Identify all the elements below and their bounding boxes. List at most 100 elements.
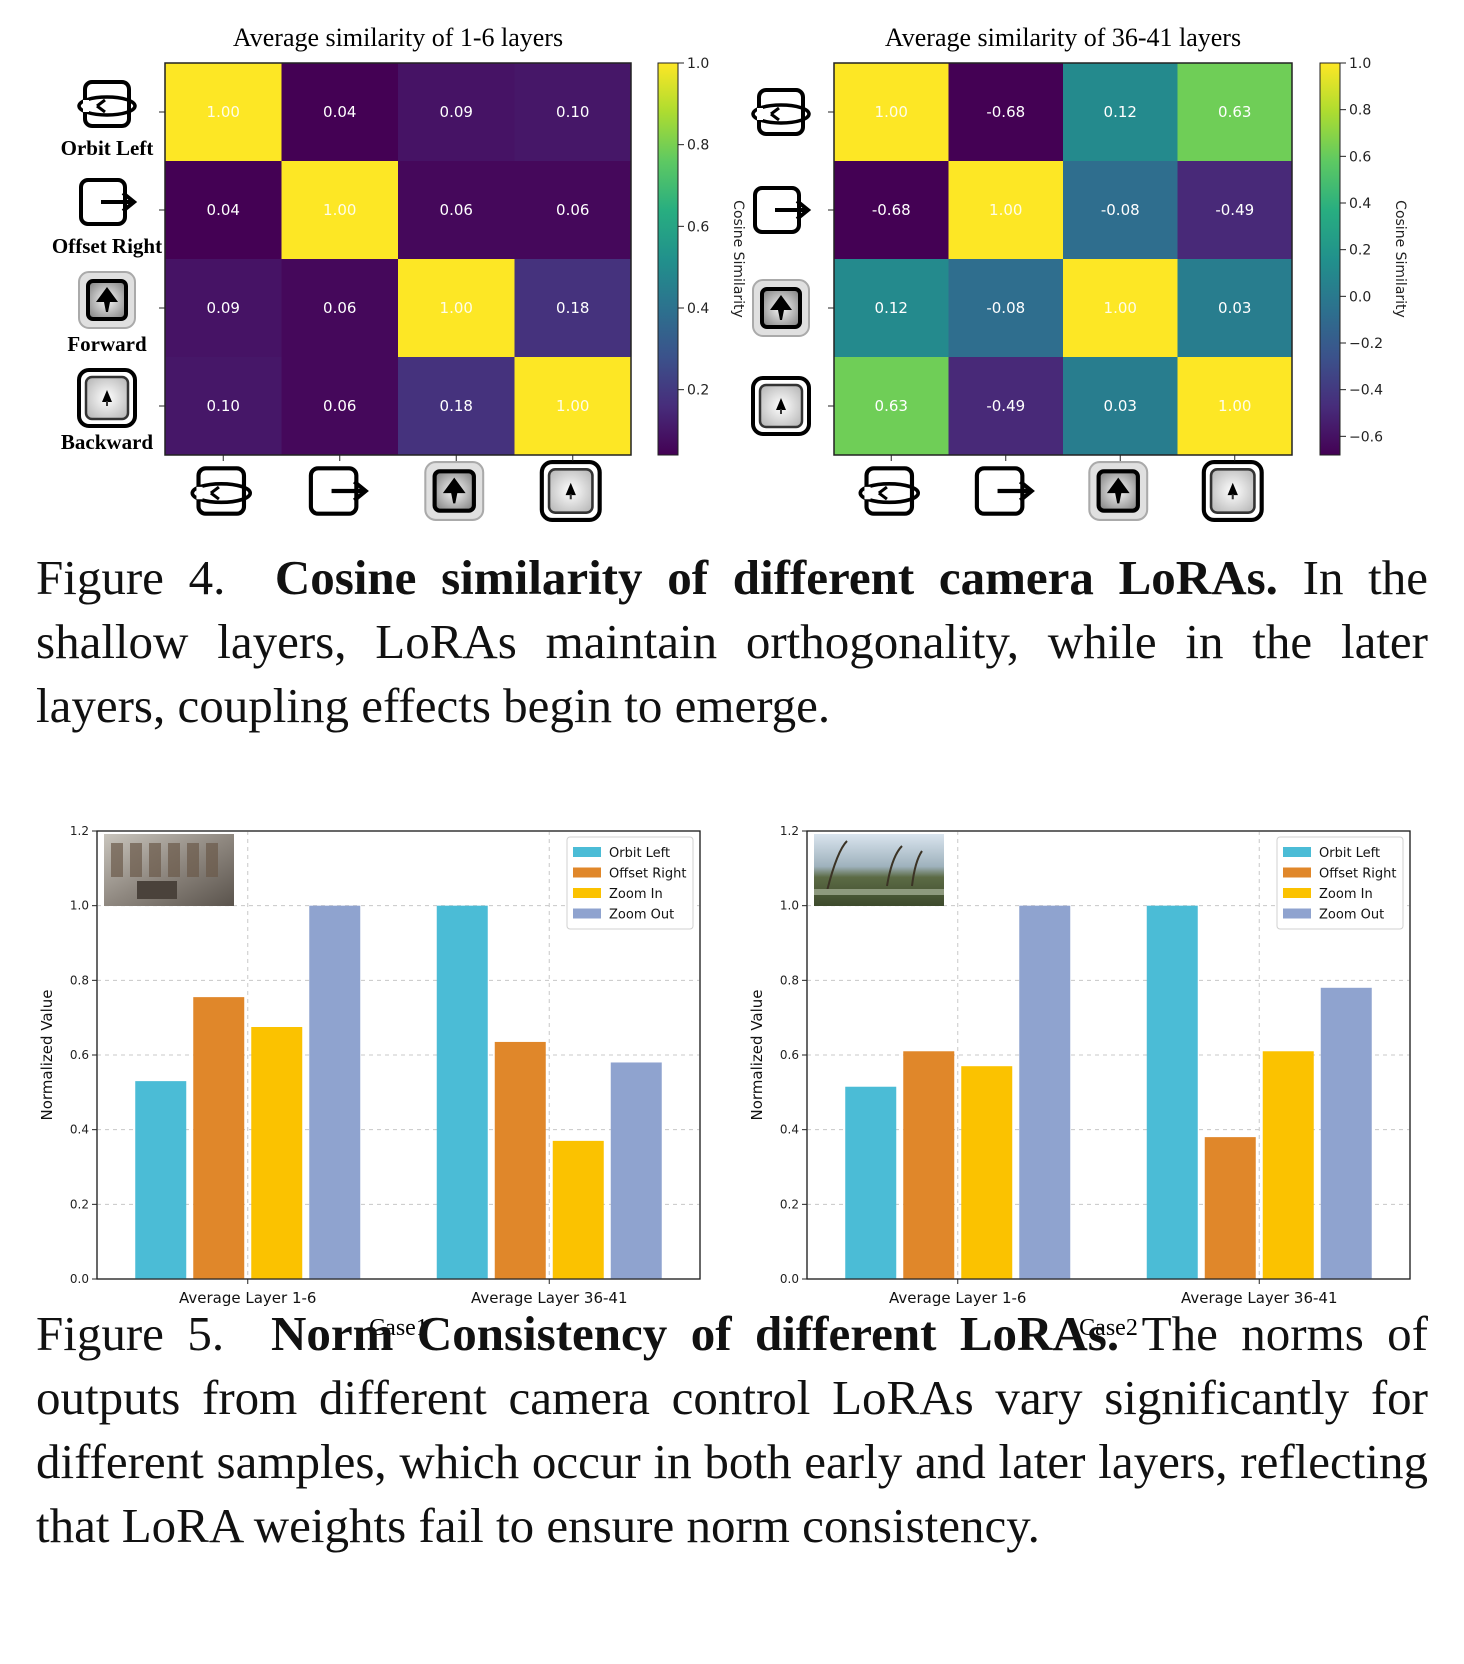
- y-tick-label: 0.2: [780, 1197, 799, 1211]
- heatmap-cell: [514, 161, 632, 260]
- forward-icon: [424, 461, 485, 521]
- heatmap-cell-label: -0.08: [986, 299, 1025, 317]
- backward-icon: [77, 368, 137, 428]
- legend-swatch: [1283, 847, 1311, 857]
- heatmap-cell-label: 0.09: [207, 299, 240, 317]
- figure-4-label: Figure 4.: [36, 550, 226, 605]
- orbit-left-icon: [77, 80, 137, 128]
- bar-orbit-left: [1146, 905, 1198, 1279]
- offset-right-icon: [308, 466, 369, 516]
- heatmap-cell-label: -0.68: [872, 201, 911, 219]
- heatmap-cell-label: -0.68: [986, 103, 1025, 121]
- bar-zoom-out: [1019, 905, 1071, 1279]
- legend-swatch: [1283, 908, 1311, 919]
- bar-zoom-out: [1320, 987, 1372, 1279]
- figure-4-title: Cosine similarity of different camera Lo…: [274, 550, 1278, 605]
- y-tick-label: 0.0: [70, 1272, 89, 1286]
- y-tick-label: 0.8: [780, 973, 799, 987]
- heatmap-cell: [165, 357, 282, 456]
- heatmap-cell-label: 0.04: [323, 103, 356, 121]
- legend-swatch: [1283, 867, 1311, 878]
- colorbar: 1.0 0.8 0.6 0.4 0.2 0.0 −0.2 −0.4 −0.6 Cosine Sim…: [1319, 56, 1408, 456]
- offset-right-icon: [753, 186, 812, 234]
- legend-entry: Zoom In: [1319, 887, 1373, 902]
- legend-entry: Zoom Out: [1319, 908, 1384, 923]
- colorbar-tick: −0.6: [1349, 429, 1383, 445]
- y-tick-label: 0.6: [70, 1048, 89, 1062]
- y-tick-label: 0.6: [780, 1048, 799, 1062]
- figure-canvas: Average similarity of 1-6 layers 1.00 0.04…: [38, 23, 1411, 1340]
- y-tick-label: 1.2: [70, 824, 89, 838]
- heatmap-cell-label: 1.00: [989, 201, 1022, 219]
- heatmap-cell: [398, 63, 515, 162]
- heatmap-cell-label: 0.63: [875, 397, 908, 415]
- colorbar-tick: 0.6: [1349, 149, 1371, 165]
- y-tick-label: 0.4: [780, 1123, 799, 1137]
- bar-chart-2: 0.0 0.2 0.4 0.6 0.8 1.0 1.2 Average Layer 1-6 Av…: [748, 824, 1411, 1340]
- colorbar-tick: −0.4: [1349, 383, 1383, 399]
- heatmap-cell-label: -0.08: [1101, 201, 1140, 219]
- legend-swatch: [1283, 888, 1311, 898]
- colorbar-tick: −0.2: [1349, 336, 1383, 352]
- heatmap-cell: [834, 357, 949, 456]
- colorbar-label: Cosine Similarity: [1392, 200, 1408, 318]
- bar-chart-1: 0.0 0.2 0.4 0.6 0.8 1.0 1.2 Average Layer 1-6 Av…: [38, 824, 701, 1340]
- heatmap-cell: [1063, 63, 1178, 162]
- legend-swatch: [573, 908, 601, 919]
- orbit-left-icon: [190, 466, 252, 516]
- legend-swatch: [573, 867, 601, 878]
- bar-offset-right: [494, 1041, 546, 1279]
- backward-icon: [1201, 460, 1264, 523]
- forward-icon: [1088, 461, 1149, 521]
- heatmap-cell: [165, 63, 282, 162]
- bar-orbit-left: [845, 1086, 897, 1279]
- heatmap-cell: [948, 161, 1064, 260]
- colorbar-tick: 0.2: [1349, 243, 1371, 259]
- heatmap-cell: [165, 161, 282, 260]
- category-label: Average Layer 36-41: [1181, 1289, 1338, 1307]
- row-label: Forward: [67, 332, 147, 356]
- figure-4-caption: Figure 4. Cosine similarity of different…: [36, 546, 1428, 738]
- colorbar-tick: 0.2: [687, 383, 709, 399]
- heatmap-cell: [834, 259, 949, 358]
- figure-5-title: Norm Consistency of different LoRAs.: [270, 1306, 1120, 1361]
- heatmap-cell: [514, 357, 632, 456]
- bar-offset-right: [1204, 1137, 1256, 1279]
- colorbar-tick: 0.8: [1349, 103, 1371, 119]
- heatmap-cell: [1063, 259, 1178, 358]
- heatmap-cell-label: -0.49: [1215, 201, 1254, 219]
- y-tick-label: 1.0: [70, 899, 89, 913]
- sample-thumbnail: [814, 834, 944, 906]
- category-label: Average Layer 36-41: [471, 1289, 628, 1307]
- bar-zoom-out: [610, 1062, 662, 1279]
- colorbar: 1.0 0.8 0.6 0.4 0.2 Cosine Similarity: [657, 56, 746, 456]
- bar-zoom-in: [251, 1027, 303, 1279]
- heatmap-cell-label: 1.00: [207, 103, 240, 121]
- heatmap-2: Average similarity of 36-41 layers 1.00 -0…: [751, 23, 1408, 523]
- category-label: Average Layer 1-6: [179, 1289, 316, 1307]
- bar-zoom-in: [552, 1140, 604, 1279]
- heatmap-cell-label: 0.09: [440, 103, 473, 121]
- colorbar-tick: 0.8: [687, 138, 709, 154]
- legend-entry: Offset Right: [1319, 867, 1396, 882]
- heatmap-cell-label: 0.04: [207, 201, 240, 219]
- colorbar-tick: 0.4: [687, 301, 709, 317]
- heatmap-cell: [281, 259, 399, 358]
- bar-zoom-out: [309, 905, 361, 1279]
- heatmap-cell-label: 0.03: [1218, 299, 1251, 317]
- heatmap-cell: [948, 357, 1064, 456]
- heatmap-title: Average similarity of 1-6 layers: [233, 23, 563, 52]
- y-tick-label: 0.8: [70, 973, 89, 987]
- heatmap-cell-label: 0.06: [440, 201, 473, 219]
- backward-icon: [539, 460, 602, 523]
- heatmap-cell: [1063, 161, 1178, 260]
- heatmap-cell-label: 1.00: [323, 201, 356, 219]
- legend: Orbit Left Offset Right Zoom In Zoom Out: [1276, 836, 1404, 930]
- heatmap-cell: [834, 161, 949, 260]
- heatmap-cell-label: 1.00: [1104, 299, 1137, 317]
- colorbar-tick: 0.4: [1349, 196, 1371, 212]
- bar-zoom-in: [961, 1066, 1013, 1279]
- heatmap-cell-label: 0.12: [1104, 103, 1137, 121]
- orbit-left-icon: [858, 466, 920, 516]
- forward-icon: [752, 279, 810, 337]
